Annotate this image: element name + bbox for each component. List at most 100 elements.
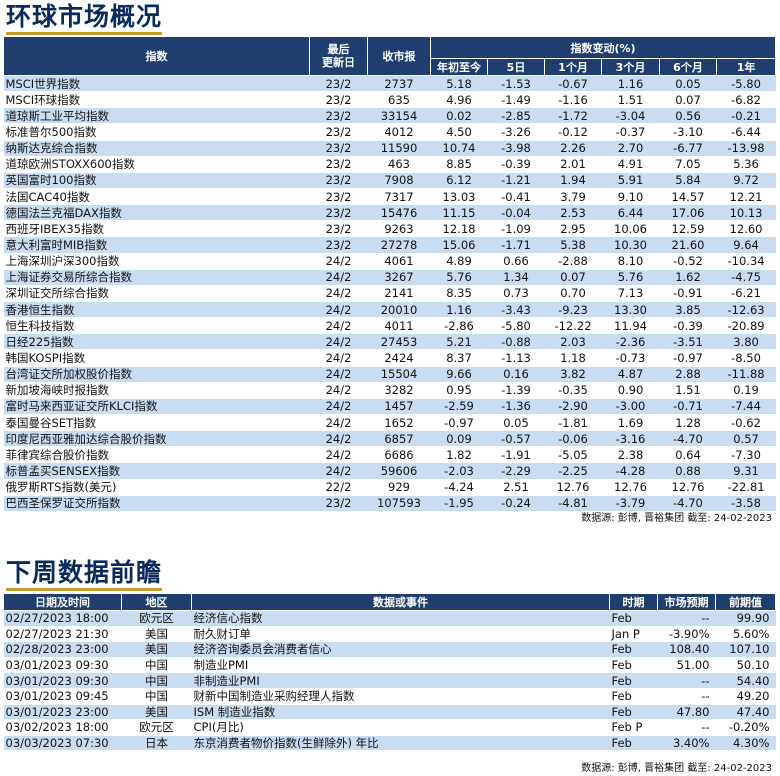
change-ytd: -2.86 [430, 317, 488, 335]
change-3m: 5.76 [601, 269, 660, 286]
change-1m: 3.82 [544, 366, 602, 383]
updated-date: 24/2 [309, 366, 368, 383]
change-1m: -4.81 [544, 495, 602, 512]
change-6m: 21.60 [659, 236, 717, 254]
header-ytd: 年初至今 [430, 58, 488, 76]
change-5d: -0.41 [487, 188, 545, 206]
event-forecast: -- [657, 688, 716, 705]
event-region: 中国 [121, 688, 192, 705]
table-row: 03/01/2023 23:00 美国 ISM 制造业指数 Feb 47.80 47.40 [3, 704, 776, 721]
change-ytd: 0.09 [430, 430, 488, 448]
change-ytd: 4.50 [430, 123, 488, 141]
change-ytd: -4.24 [430, 479, 488, 496]
change-6m: 14.57 [659, 188, 717, 206]
event-period: Feb [609, 641, 658, 658]
table-row: 印度尼西亚雅加达综合股价指数 24/2 6857 0.09 -0.57 -0.06 -3.1… [3, 430, 776, 448]
change-5d: 0.16 [487, 366, 545, 383]
event-period: Feb [609, 657, 658, 674]
table-row: MSCI环球指数 23/2 635 4.96 -1.49 -1.16 1.51 0.07 -6.… [3, 91, 776, 109]
change-5d: 0.05 [487, 414, 545, 432]
change-ytd: 0.95 [430, 382, 488, 399]
event-region: 美国 [121, 641, 192, 658]
table-row: 03/01/2023 09:30 中国 非制造业PMI Feb -- 54.40 [3, 672, 776, 689]
event-datetime: 03/01/2023 09:30 [3, 672, 122, 689]
change-5d: 1.34 [487, 269, 545, 286]
index-name: 香港恒生指数 [3, 301, 310, 319]
close-value: 59606 [367, 462, 431, 480]
event-forecast: 108.40 [657, 641, 716, 658]
table-row: 02/28/2023 23:00 美国 经济咨询委员会消费者信心 Feb 108.40 1… [3, 641, 776, 658]
change-1m: -0.12 [544, 123, 602, 141]
event-previous: 5.60% [715, 626, 776, 643]
change-1y: -8.50 [716, 349, 776, 367]
change-6m: -3.10 [659, 123, 717, 141]
close-value: 20010 [367, 301, 431, 319]
change-3m: 0.90 [601, 382, 660, 399]
change-3m: 13.30 [601, 301, 660, 319]
updated-date: 24/2 [309, 301, 368, 319]
change-1y: -6.21 [716, 285, 776, 302]
updated-date: 24/2 [309, 462, 368, 480]
updated-date: 24/2 [309, 446, 368, 464]
close-value: 15476 [367, 204, 431, 222]
close-value: 3267 [367, 269, 431, 286]
table-row: 03/02/2023 18:00 欧元区 CPI(月比) Feb P -- -0.20% [3, 719, 776, 736]
change-3m: -3.79 [601, 495, 660, 512]
table-row: 深圳证交所综合指数 24/2 2141 8.35 0.73 0.70 7.13 -0.91 -6… [3, 285, 776, 302]
change-1y: -5.80 [716, 75, 776, 93]
table-row: 台湾证交所加权股价指数 24/2 15504 9.66 0.16 3.82 4.87 2.88… [3, 366, 776, 383]
event-region: 美国 [121, 626, 192, 643]
index-name: 日经225指数 [3, 333, 310, 351]
change-1m: 1.18 [544, 349, 602, 367]
change-3m: 5.91 [601, 172, 660, 189]
change-1y: -12.63 [716, 301, 776, 319]
calendar-title: 下周数据前瞻 [6, 558, 163, 591]
close-value: 9263 [367, 220, 431, 238]
close-value: 4011 [367, 317, 431, 335]
change-6m: -0.52 [659, 253, 717, 270]
change-ytd: 8.85 [430, 156, 488, 173]
change-5d: 0.73 [487, 285, 545, 302]
change-3m: 4.91 [601, 156, 660, 173]
event-datetime: 03/03/2023 07:30 [3, 735, 122, 752]
change-6m: 1.62 [659, 269, 717, 286]
close-value: 929 [367, 479, 431, 496]
table-row: 英国富时100指数 23/2 7908 6.12 -1.21 1.94 5.91 5.84 9.… [3, 172, 776, 189]
change-6m: 1.28 [659, 414, 717, 432]
table-row: 道琼欧洲STOXX600指数 23/2 463 8.85 -0.39 2.01 4.91 7.… [3, 156, 776, 173]
change-ytd: 4.89 [430, 253, 488, 270]
close-value: 6857 [367, 430, 431, 448]
change-1y: 3.80 [716, 333, 776, 351]
header-5d: 5日 [487, 58, 545, 76]
event-forecast: -3.90% [657, 626, 716, 643]
close-value: 7908 [367, 172, 431, 189]
table-row: 香港恒生指数 24/2 20010 1.16 -3.43 -9.23 13.30 3.85 -1… [3, 301, 776, 319]
table-row: 泰国曼谷SET指数 24/2 1652 -0.97 0.05 -1.81 1.69 1.28-… [3, 414, 776, 432]
close-value: 27453 [367, 333, 431, 351]
change-5d: -1.21 [487, 172, 545, 189]
change-1y: -0.21 [716, 107, 776, 125]
updated-date: 23/2 [309, 495, 368, 512]
change-3m: 9.10 [601, 188, 660, 206]
change-5d: 0.66 [487, 253, 545, 270]
index-name: 印度尼西亚雅加达综合股价指数 [3, 430, 310, 448]
updated-date: 23/2 [309, 188, 368, 206]
change-1m: -12.22 [544, 317, 602, 335]
change-5d: -1.49 [487, 91, 545, 109]
index-name: 菲律宾综合股价指数 [3, 446, 310, 464]
close-value: 1457 [367, 398, 431, 415]
index-name: 意大利富时MIB指数 [3, 236, 310, 254]
change-1y: -20.89 [716, 317, 776, 335]
change-ytd: 15.06 [430, 236, 488, 254]
change-5d: -1.36 [487, 398, 545, 415]
change-3m: 2.70 [601, 140, 660, 157]
event-forecast: -- [657, 719, 716, 736]
change-5d: -0.04 [487, 204, 545, 222]
event-previous: 4.30% [715, 735, 776, 752]
updated-date: 24/2 [309, 382, 368, 399]
header-3m: 3个月 [601, 58, 660, 76]
change-3m: -0.37 [601, 123, 660, 141]
change-ytd: 5.76 [430, 269, 488, 286]
updated-date: 23/2 [309, 140, 368, 157]
table-row: 新加坡海峡时报指数 24/2 3282 0.95 -1.39 -0.35 0.90 1.51 0… [3, 382, 776, 399]
